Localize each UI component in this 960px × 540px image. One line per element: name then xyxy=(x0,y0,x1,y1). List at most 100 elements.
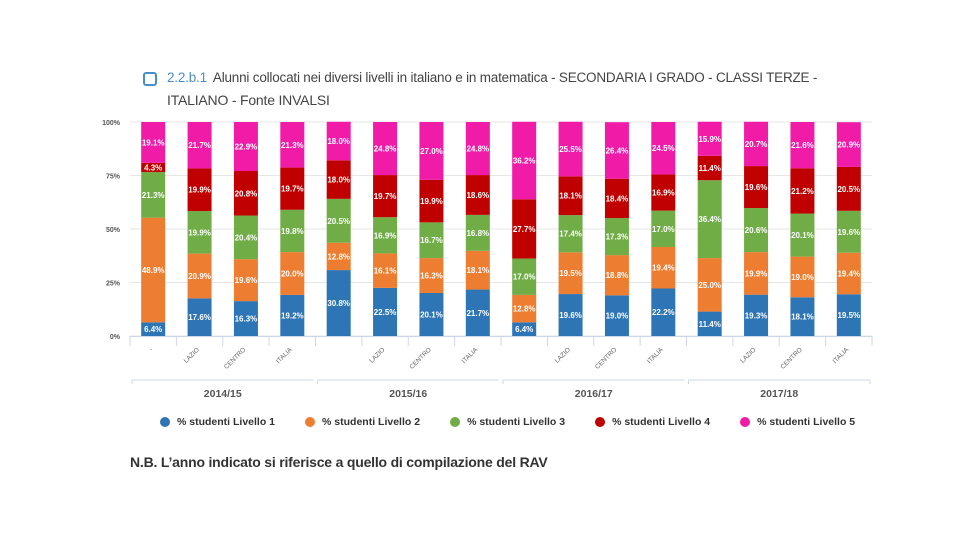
group-label: 2017/18 xyxy=(760,388,798,400)
bar-segment xyxy=(465,250,490,290)
data-label: 21.7% xyxy=(466,309,489,318)
bar-segment xyxy=(558,121,583,177)
data-label: 16.7% xyxy=(420,236,443,245)
data-label: 18.4% xyxy=(606,194,629,203)
x-category-label: - xyxy=(148,346,154,352)
bar-segment xyxy=(373,253,398,288)
data-label: 20.5% xyxy=(837,185,860,194)
group-label: 2014/15 xyxy=(204,388,242,400)
bar-segment xyxy=(141,322,166,336)
footnote: N.B. L’anno indicato si riferisce a quel… xyxy=(130,454,548,470)
x-category-label: CENTRO xyxy=(779,346,803,370)
bar-segment xyxy=(836,122,861,167)
data-label: 20.6% xyxy=(745,226,768,235)
bar-segment xyxy=(280,294,305,336)
legend-item[interactable]: % studenti Livello 5 xyxy=(740,416,855,428)
bar-segment xyxy=(697,180,722,259)
legend-item[interactable]: % studenti Livello 1 xyxy=(160,416,275,428)
data-label: 12.8% xyxy=(513,305,536,314)
legend-label: % studenti Livello 5 xyxy=(757,416,856,428)
data-label: 18.8% xyxy=(606,271,629,280)
bar-segment xyxy=(604,295,629,336)
bar-segment xyxy=(604,122,629,179)
data-label: 16.1% xyxy=(374,267,397,276)
data-label: 21.7% xyxy=(188,141,211,150)
x-category-label: ITALIA xyxy=(461,346,480,365)
x-category-label: CENTRO xyxy=(594,346,618,370)
chart-title-line1: 2.2.b.1 Alunni collocati nei diversi live… xyxy=(167,70,817,85)
bar-segment xyxy=(233,215,258,260)
bar-segment xyxy=(233,122,258,172)
bar-segment xyxy=(373,175,398,218)
data-label: 20.1% xyxy=(420,310,443,319)
bar-segment xyxy=(744,121,769,167)
bar-segment xyxy=(280,209,305,253)
bar-segment xyxy=(419,258,444,293)
bar-segment xyxy=(558,215,583,253)
legend-marker-icon xyxy=(160,417,170,427)
bar-segment xyxy=(836,294,861,336)
bar-segment xyxy=(187,211,212,254)
data-label: 15.9% xyxy=(698,135,721,144)
bar-segment xyxy=(651,288,676,336)
data-label: 18.1% xyxy=(791,313,814,322)
bar-segment xyxy=(604,255,629,296)
bar-segment xyxy=(373,122,398,176)
bar-segment xyxy=(419,292,444,336)
bar-segment xyxy=(187,253,212,299)
data-label: 36.4% xyxy=(698,215,721,224)
data-label: 20.0% xyxy=(281,270,304,279)
chart-select-checkbox[interactable] xyxy=(143,72,157,86)
data-label: 16.9% xyxy=(652,189,675,198)
bar-segment xyxy=(187,298,212,336)
legend-item[interactable]: % studenti Livello 3 xyxy=(450,416,565,428)
chart-title-source: ITALIANO - Fonte INVALSI xyxy=(167,92,330,108)
data-label: 18.0% xyxy=(327,176,350,185)
bar-segment xyxy=(697,121,722,156)
bar-segment xyxy=(651,174,676,211)
legend-marker-icon xyxy=(740,417,751,427)
data-label: 17.4% xyxy=(559,230,582,239)
legend-item[interactable]: % studenti Livello 2 xyxy=(305,416,420,428)
bar-segment xyxy=(465,175,490,215)
x-category-label: LAZIO xyxy=(739,346,757,364)
data-label: 16.3% xyxy=(420,272,443,281)
bar-segment xyxy=(465,214,490,251)
data-label: 24.5% xyxy=(652,144,675,153)
legend-item[interactable]: % studenti Livello 4 xyxy=(595,416,710,428)
x-category-label: CENTRO xyxy=(223,346,247,370)
legend-marker-icon xyxy=(305,417,316,427)
bar-segment xyxy=(651,210,676,247)
data-label: 17.3% xyxy=(606,233,629,242)
bar-segment xyxy=(604,218,629,256)
bar-segment xyxy=(512,199,537,259)
bar-segment xyxy=(744,208,769,253)
bar-segment xyxy=(373,287,398,336)
legend-label: % studenti Livello 3 xyxy=(467,416,566,428)
bar-segment xyxy=(465,289,490,336)
data-label: 17.0% xyxy=(513,273,536,282)
data-label: 19.6% xyxy=(837,228,860,237)
data-label: 25.0% xyxy=(698,281,721,290)
data-label: 48.9% xyxy=(142,266,165,275)
bar-segment xyxy=(512,322,537,336)
bar-segment xyxy=(187,168,212,212)
data-label: 22.9% xyxy=(235,143,258,152)
bar-segment xyxy=(141,217,166,323)
indicator-code: 2.2.b.1 xyxy=(167,70,207,85)
data-label: 19.9% xyxy=(188,228,211,237)
bar-segment xyxy=(419,222,444,259)
data-label: 20.9% xyxy=(188,272,211,281)
stacked-bar-chart: 0% 25% 50% 75% 100% 6.4% 48.9% 21.3% 4.3% 19.1% - 1… xyxy=(102,120,873,400)
x-category-label: ITALIA xyxy=(646,346,665,365)
bar-segment xyxy=(512,258,537,295)
data-label: 19.3% xyxy=(745,311,768,320)
data-label: 21.3% xyxy=(142,191,165,200)
bar-segment xyxy=(326,121,351,161)
data-label: 21.3% xyxy=(281,141,304,150)
data-label: 19.7% xyxy=(281,185,304,194)
data-label: 17.0% xyxy=(652,225,675,234)
bar-segment xyxy=(233,259,258,302)
x-category-label: LAZIO xyxy=(554,346,572,364)
data-label: 21.2% xyxy=(791,187,814,196)
